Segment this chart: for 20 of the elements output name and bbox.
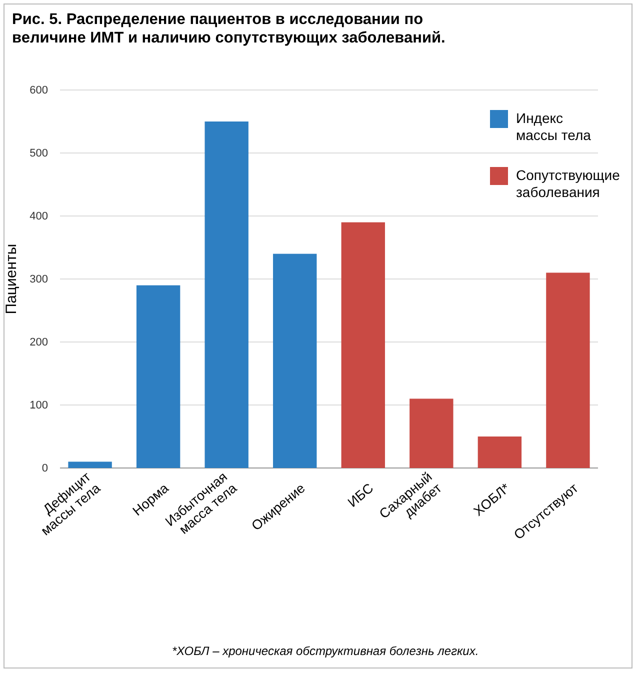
bar [204,122,248,468]
bar [68,462,112,468]
chart-title: Рис. 5. Распределение пациентов в исследовании по величине ИМТ и наличию сопутствующих заболеваний. [12,11,446,47]
bar [341,222,385,468]
y-tick-label: 300 [30,274,48,286]
bar [546,272,590,468]
y-tick-label: 100 [30,400,48,412]
y-tick-label: 200 [30,336,48,349]
y-tick-label: 500 [30,148,48,160]
legend-label: Сопутствующие заболевания [516,167,620,200]
bar [273,254,317,468]
text: *ХОБЛ – хроническая обструктивная болезнь легких. [172,644,479,658]
bar [410,398,454,468]
y-tick-label: 400 [30,210,48,223]
bar [136,285,180,468]
bar [478,436,522,468]
legend-label: Индекс массы тела [516,110,592,143]
y-axis-title: Пациенты [3,244,20,314]
y-tick-label: 0 [42,462,48,475]
y-tick-label: 600 [30,84,48,97]
